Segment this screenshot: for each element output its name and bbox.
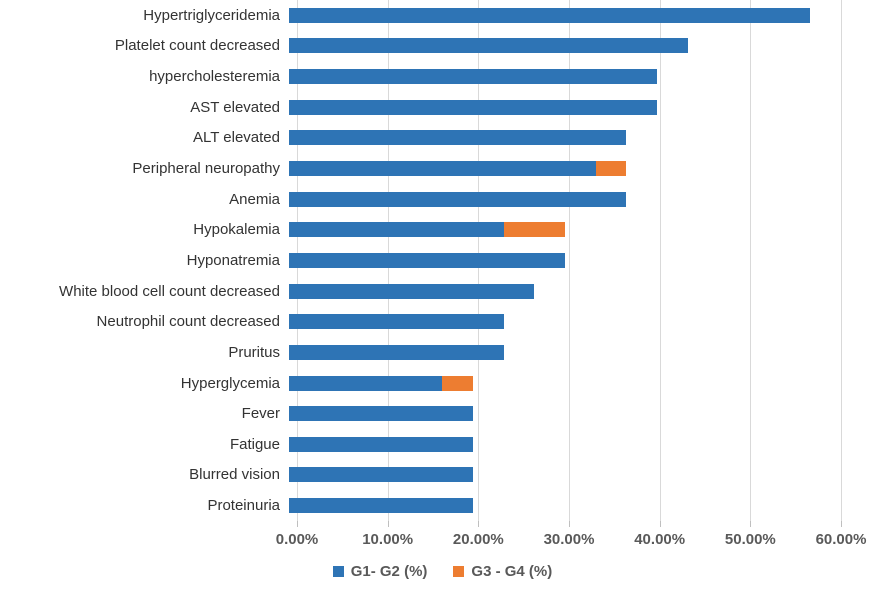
bar-track bbox=[289, 130, 841, 146]
x-axis-tick-label: 0.00% bbox=[275, 531, 319, 548]
bar-row: hypercholesteremia bbox=[0, 61, 841, 92]
bar-segment-g1-g2 bbox=[289, 161, 596, 177]
bar-track bbox=[289, 314, 841, 330]
bar-row: Hypokalemia bbox=[0, 214, 841, 245]
bar-track bbox=[289, 38, 841, 54]
bar-segment-g1-g2 bbox=[289, 467, 473, 483]
bar-segment-g1-g2 bbox=[289, 314, 504, 330]
gridline bbox=[841, 0, 842, 521]
bar-track bbox=[289, 252, 841, 268]
bar-segment-g3-g4 bbox=[595, 161, 627, 177]
bar-row: Hyponatremia bbox=[0, 245, 841, 276]
x-axis-tick-label: 20.00% bbox=[452, 531, 504, 548]
bar-segment-g1-g2 bbox=[289, 99, 657, 115]
bar-segment-g1-g2 bbox=[289, 344, 504, 360]
category-label: hypercholesteremia bbox=[149, 68, 280, 86]
category-label: Hypertriglyceridemia bbox=[143, 6, 280, 24]
bar-segment-g1-g2 bbox=[289, 375, 443, 391]
bar-track bbox=[289, 7, 841, 23]
category-label: Hypokalemia bbox=[193, 221, 280, 239]
bar-segment-g1-g2 bbox=[289, 283, 535, 299]
gridline bbox=[659, 0, 661, 521]
bar-track bbox=[289, 467, 841, 483]
category-label: Hyperglycemia bbox=[180, 374, 280, 392]
bar-row: Fever bbox=[0, 398, 841, 429]
x-axis-tick-labels: 0.00% 10.00% 20.00% 30.00% 40.00% 50.00% 60.00… bbox=[276, 531, 867, 551]
bar-segment-g1-g2 bbox=[289, 7, 811, 23]
legend: G1- G2 (%) G3 - G4 (%) bbox=[0, 563, 885, 580]
bar-segment-g1-g2 bbox=[289, 406, 473, 422]
category-label: Pruritus bbox=[228, 343, 280, 361]
x-axis-tick-label: 30.00% bbox=[543, 531, 595, 548]
category-label: Proteinuria bbox=[207, 497, 280, 515]
bar-track bbox=[289, 436, 841, 452]
bar-row: Anemia bbox=[0, 184, 841, 215]
bar-track bbox=[289, 161, 841, 177]
bar-segment-g1-g2 bbox=[289, 498, 473, 514]
legend-swatch-g1-g2-icon bbox=[332, 566, 344, 577]
legend-item-g1-g2: G1- G2 (%) bbox=[332, 563, 428, 580]
bar-row: Fatigue bbox=[0, 429, 841, 460]
axis-tick bbox=[569, 521, 570, 527]
x-axis-tick-label: 60.00% bbox=[815, 531, 867, 548]
bar-segment-g1-g2 bbox=[289, 436, 473, 452]
x-axis-tick-label: 10.00% bbox=[362, 531, 414, 548]
category-label: AST elevated bbox=[190, 98, 280, 116]
category-label: Hyponatremia bbox=[186, 251, 280, 269]
bar-track bbox=[289, 191, 841, 207]
category-label: Fever bbox=[241, 405, 280, 423]
category-label: Peripheral neuropathy bbox=[132, 160, 280, 178]
bar-segment-g1-g2 bbox=[289, 69, 657, 85]
gridline bbox=[750, 0, 752, 521]
bar-segment-g1-g2 bbox=[289, 38, 688, 54]
bar-segment-g1-g2 bbox=[289, 222, 504, 238]
category-label: White blood cell count decreased bbox=[59, 282, 280, 300]
category-label: Platelet count decreased bbox=[114, 37, 280, 55]
axis-tick bbox=[750, 521, 752, 527]
bar-track bbox=[289, 69, 841, 85]
x-axis-tick-label: 40.00% bbox=[634, 531, 686, 548]
bar-track bbox=[289, 498, 841, 514]
bar-row: Peripheral neuropathy bbox=[0, 153, 841, 184]
bar-track bbox=[289, 344, 841, 360]
axis-tick bbox=[387, 521, 389, 527]
bar-segment-g1-g2 bbox=[289, 252, 565, 268]
bar-row: ALT elevated bbox=[0, 123, 841, 154]
axis-tick bbox=[297, 521, 298, 527]
bar-track bbox=[289, 375, 841, 391]
category-label: Neutrophil count decreased bbox=[96, 313, 280, 331]
bar-row: Proteinuria bbox=[0, 490, 841, 521]
category-label: Blurred vision bbox=[189, 466, 280, 484]
legend-swatch-g3-g4-icon bbox=[453, 566, 465, 577]
gridline bbox=[569, 0, 570, 521]
bar-row: Blurred vision bbox=[0, 460, 841, 491]
bar-segment-g1-g2 bbox=[289, 130, 627, 146]
bar-row: Hyperglycemia bbox=[0, 368, 841, 399]
bar-row: Neutrophil count decreased bbox=[0, 306, 841, 337]
bar-segment-g1-g2 bbox=[289, 191, 627, 207]
bar-row: AST elevated bbox=[0, 92, 841, 123]
bar-segment-g3-g4 bbox=[503, 222, 565, 238]
category-label: ALT elevated bbox=[192, 129, 280, 147]
x-axis-tick-label: 50.00% bbox=[724, 531, 776, 548]
category-label: Fatigue bbox=[229, 435, 280, 453]
legend-item-g3-g4: G3 - G4 (%) bbox=[453, 563, 552, 580]
bar-track bbox=[289, 222, 841, 238]
bar-segment-g3-g4 bbox=[442, 375, 473, 391]
axis-tick bbox=[841, 521, 842, 527]
bar-row: Hypertriglyceridemia bbox=[0, 0, 841, 31]
bar-track bbox=[289, 283, 841, 299]
axis-tick bbox=[478, 521, 480, 527]
axis-tick bbox=[659, 521, 661, 527]
bar-track bbox=[289, 99, 841, 115]
legend-label-g3-g4: G3 - G4 (%) bbox=[471, 563, 553, 580]
category-label: Anemia bbox=[229, 190, 280, 208]
legend-label-g1-g2: G1- G2 (%) bbox=[350, 563, 428, 580]
bar-rows: Hypertriglyceridemia Platelet count decre… bbox=[0, 0, 841, 521]
bar-row: Platelet count decreased bbox=[0, 31, 841, 62]
bar-row: White blood cell count decreased bbox=[0, 276, 841, 307]
bar-track bbox=[289, 406, 841, 422]
bar-row: Pruritus bbox=[0, 337, 841, 368]
